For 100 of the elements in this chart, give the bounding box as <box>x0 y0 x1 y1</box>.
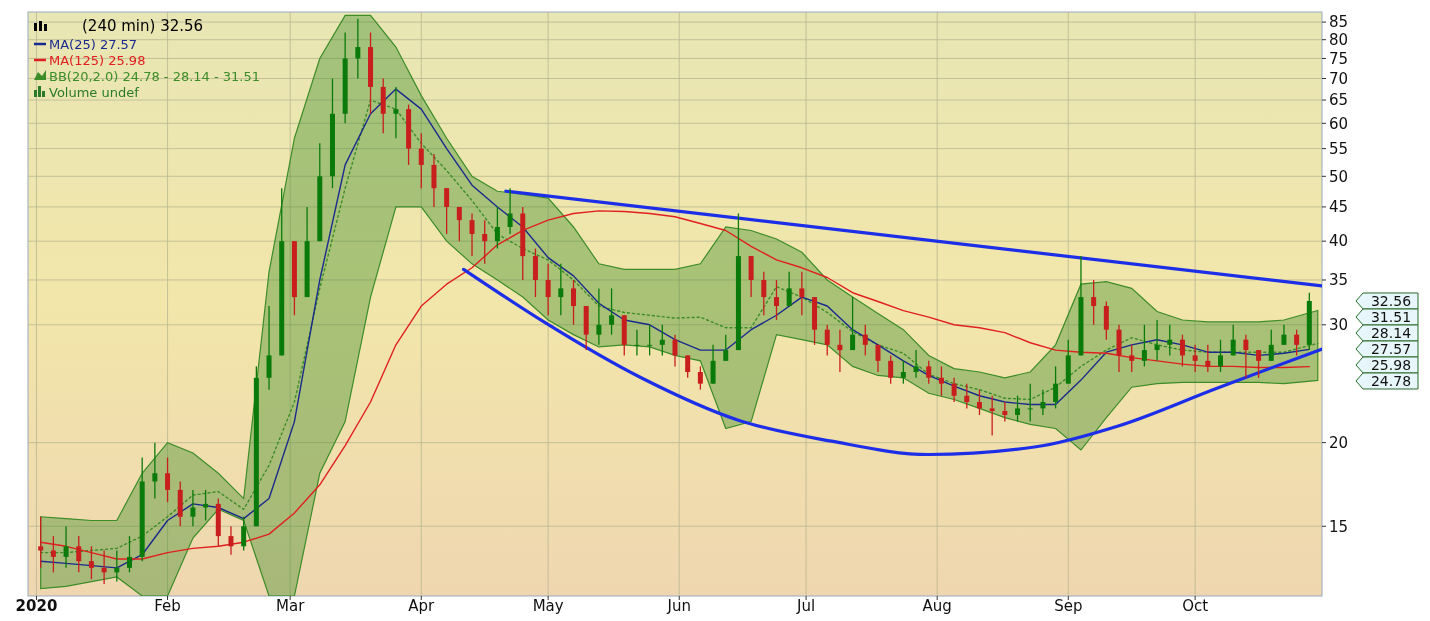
x-tick-label: Jul <box>796 597 816 615</box>
text: 24.78 <box>1370 373 1412 390</box>
y-tick-label: 40 <box>1329 232 1349 251</box>
candlestick <box>1167 324 1173 357</box>
candlestick <box>824 324 830 357</box>
candlestick <box>571 279 577 326</box>
candlestick <box>38 516 44 569</box>
candlestick <box>1154 319 1160 362</box>
candlestick <box>1281 324 1287 346</box>
y-tick-label: 75 <box>1329 49 1349 68</box>
x-tick-label: Jun <box>666 597 691 615</box>
chart-title: (240 min) 32.56 <box>82 17 204 35</box>
candlestick <box>558 263 564 316</box>
y-tick-label: 30 <box>1329 316 1349 335</box>
candlestick <box>1015 395 1021 423</box>
y-tick-label: 80 <box>1329 30 1349 49</box>
candlestick <box>1256 349 1262 379</box>
text: 32.56 <box>1370 293 1412 310</box>
candlestick <box>469 212 475 257</box>
x-tick-label: Mar <box>276 597 306 615</box>
candlestick <box>850 296 856 351</box>
text: 27.57 <box>1370 341 1412 358</box>
candlestick <box>126 535 132 574</box>
y-tick-label: 85 <box>1329 13 1349 32</box>
candlestick <box>152 441 158 500</box>
candlestick <box>938 365 944 397</box>
candlestick <box>1230 324 1236 357</box>
candlestick <box>685 354 691 379</box>
candlestick <box>76 535 82 574</box>
line-series <box>39 210 1311 560</box>
candlestick <box>1103 300 1109 341</box>
x-tick-label: Aug <box>922 597 952 615</box>
candlestick <box>862 324 868 357</box>
candlestick <box>710 344 716 385</box>
candlestick <box>418 132 424 189</box>
candlestick <box>837 329 843 373</box>
candlestick <box>596 287 602 346</box>
candlestick <box>989 395 995 437</box>
candlestick <box>393 86 399 139</box>
candlestick <box>165 456 171 503</box>
candlestick <box>63 525 69 569</box>
y-tick-label: 20 <box>1329 433 1349 452</box>
candlestick <box>634 329 640 357</box>
y-tick-label: 60 <box>1329 114 1349 133</box>
text: 28.14 <box>1370 325 1412 342</box>
candlestick <box>976 389 982 416</box>
candlestick <box>609 287 615 336</box>
x-tick-label: May <box>532 597 564 615</box>
candlestick <box>431 153 437 208</box>
candlestick <box>1027 383 1033 423</box>
candlestick <box>190 489 196 527</box>
candlestick <box>494 206 500 250</box>
line-series <box>461 267 1322 457</box>
candlestick <box>723 333 729 362</box>
candlestick <box>799 271 805 316</box>
candlestick <box>507 187 513 235</box>
candlestick <box>875 344 881 373</box>
y-tick-label: 70 <box>1329 69 1349 88</box>
candlestick <box>1179 333 1185 368</box>
candlestick <box>786 271 792 307</box>
candlestick <box>456 206 462 242</box>
legend-label: MA(125) 25.98 <box>49 53 146 68</box>
candlestick <box>1192 344 1198 373</box>
candlestick <box>659 324 665 357</box>
y-tick-label: 45 <box>1329 198 1349 217</box>
candlestick <box>1002 401 1008 423</box>
legend-label: MA(25) 27.57 <box>49 37 138 52</box>
candlestick <box>444 187 450 235</box>
candlestick <box>1040 389 1046 416</box>
candlestick <box>647 324 653 357</box>
candlestick <box>773 279 779 321</box>
candlestick <box>228 525 234 556</box>
candlestick <box>761 271 767 316</box>
candlestick <box>697 365 703 391</box>
x-tick-label: 2020 <box>15 597 58 615</box>
y-tick-label: 35 <box>1329 271 1349 290</box>
candlestick <box>1243 333 1249 379</box>
candlestick <box>913 349 919 379</box>
candlestick <box>355 18 361 80</box>
candlestick <box>532 247 538 298</box>
candlestick <box>88 545 94 580</box>
text: 31.51 <box>1370 309 1412 326</box>
candlestick <box>241 516 247 552</box>
text: 25.98 <box>1370 357 1412 374</box>
candlestick <box>900 360 906 385</box>
candlestick <box>482 219 488 265</box>
candlestick <box>1129 344 1135 373</box>
candlestick <box>1268 329 1274 362</box>
candlestick <box>1141 324 1147 368</box>
candlestick <box>1218 339 1224 373</box>
candlestick <box>1053 365 1059 410</box>
annotation: Volume undef <box>49 85 140 100</box>
y-tick-label: 65 <box>1329 91 1349 110</box>
candlestick <box>672 333 678 368</box>
x-tick-label: Sep <box>1054 597 1083 615</box>
x-tick-label: Oct <box>1182 597 1209 615</box>
x-tick-label: Feb <box>154 597 181 615</box>
x-tick-label: Apr <box>408 597 436 615</box>
candlestick <box>951 377 957 403</box>
y-tick-label: 50 <box>1329 167 1349 186</box>
